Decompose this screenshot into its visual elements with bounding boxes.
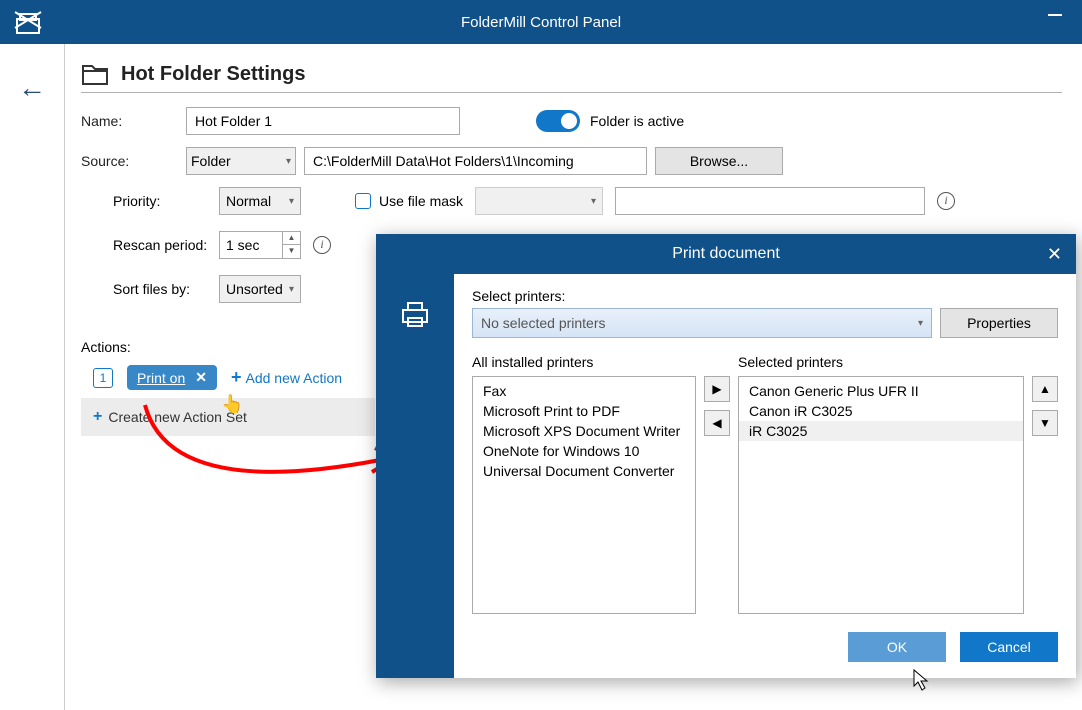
page-header: Hot Folder Settings bbox=[81, 62, 1062, 93]
source-type-value: Folder bbox=[191, 153, 231, 169]
dialog-title: Print document bbox=[672, 245, 780, 263]
source-type-select[interactable]: Folder ▾ bbox=[186, 147, 296, 175]
browse-button[interactable]: Browse... bbox=[655, 147, 783, 175]
plus-icon: + bbox=[231, 367, 242, 388]
source-path-input[interactable] bbox=[304, 147, 647, 175]
create-action-set-button[interactable]: + Create new Action Set bbox=[81, 398, 375, 436]
list-item[interactable]: Universal Document Converter bbox=[473, 461, 695, 481]
back-arrow-icon[interactable]: ← bbox=[0, 72, 64, 104]
rescan-row: Rescan period: 1 sec ▲▼ i bbox=[113, 231, 331, 259]
list-item[interactable]: Microsoft Print to PDF bbox=[473, 401, 695, 421]
close-icon[interactable]: ✕ bbox=[1047, 244, 1062, 265]
plus-icon: + bbox=[93, 408, 102, 426]
filemask-label: Use file mask bbox=[379, 193, 463, 209]
chevron-down-icon: ▾ bbox=[918, 318, 923, 329]
action-pill[interactable]: Print on ✕ bbox=[127, 365, 217, 390]
info-icon[interactable]: i bbox=[937, 192, 955, 210]
chevron-down-icon: ▾ bbox=[289, 284, 294, 295]
active-toggle[interactable] bbox=[536, 110, 580, 132]
minimize-button[interactable] bbox=[1048, 14, 1062, 16]
printer-icon bbox=[399, 300, 431, 328]
combo-placeholder: No selected printers bbox=[481, 315, 606, 331]
rescan-spinner[interactable]: 1 sec ▲▼ bbox=[219, 231, 301, 259]
sort-row: Sort files by: Unsorted ▾ bbox=[113, 275, 331, 303]
ok-button[interactable]: OK bbox=[848, 632, 946, 662]
rescan-label: Rescan period: bbox=[113, 237, 219, 253]
titlebar: FolderMill Control Panel bbox=[0, 0, 1082, 44]
folder-icon bbox=[81, 62, 109, 86]
priority-value: Normal bbox=[226, 193, 271, 209]
all-printers-list[interactable]: FaxMicrosoft Print to PDFMicrosoft XPS D… bbox=[472, 376, 696, 614]
name-label: Name: bbox=[81, 113, 186, 129]
priority-row: Priority: Normal ▾ bbox=[113, 187, 331, 215]
print-document-dialog: Print document ✕ Select printers: No sel… bbox=[376, 234, 1076, 678]
back-sidebar: ← bbox=[0, 44, 65, 710]
move-left-button[interactable]: ◀ bbox=[704, 410, 730, 436]
close-icon[interactable]: ✕ bbox=[195, 369, 207, 386]
move-down-button[interactable]: ▼ bbox=[1032, 410, 1058, 436]
selected-printers-header: Selected printers bbox=[738, 354, 1024, 370]
priority-select[interactable]: Normal ▾ bbox=[219, 187, 301, 215]
chevron-down-icon: ▾ bbox=[286, 156, 291, 167]
chevron-down-icon: ▾ bbox=[591, 196, 596, 207]
list-item[interactable]: Fax bbox=[473, 381, 695, 401]
action-number-badge: 1 bbox=[93, 368, 113, 388]
selected-printers-list[interactable]: Canon Generic Plus UFR IICanon iR C3025i… bbox=[738, 376, 1024, 614]
properties-button[interactable]: Properties bbox=[940, 308, 1058, 338]
filemask-row: Use file mask ▾ i bbox=[355, 187, 1062, 215]
filemask-input[interactable] bbox=[615, 187, 925, 215]
priority-label: Priority: bbox=[113, 193, 219, 209]
list-item[interactable]: OneNote for Windows 10 bbox=[473, 441, 695, 461]
page-title: Hot Folder Settings bbox=[121, 63, 305, 86]
list-item[interactable]: Canon iR C3025 bbox=[739, 401, 1023, 421]
list-item[interactable]: iR C3025 bbox=[739, 421, 1023, 441]
list-item[interactable]: Canon Generic Plus UFR II bbox=[739, 381, 1023, 401]
dialog-sidebar bbox=[376, 274, 454, 678]
all-printers-header: All installed printers bbox=[472, 354, 696, 370]
chevron-down-icon: ▾ bbox=[289, 196, 294, 207]
name-input[interactable] bbox=[186, 107, 460, 135]
dialog-titlebar: Print document ✕ bbox=[376, 234, 1076, 274]
add-action-label: Add new Action bbox=[246, 370, 343, 386]
window-title: FolderMill Control Panel bbox=[461, 14, 621, 31]
cancel-button[interactable]: Cancel bbox=[960, 632, 1058, 662]
move-up-button[interactable]: ▲ bbox=[1032, 376, 1058, 402]
info-icon[interactable]: i bbox=[313, 236, 331, 254]
sort-value: Unsorted bbox=[226, 281, 283, 297]
source-label: Source: bbox=[81, 153, 186, 169]
name-row: Name: Folder is active bbox=[81, 107, 1062, 135]
spin-down-icon[interactable]: ▼ bbox=[283, 245, 300, 258]
source-row: Source: Folder ▾ Browse... bbox=[81, 147, 1062, 175]
sort-select[interactable]: Unsorted ▾ bbox=[219, 275, 301, 303]
move-right-button[interactable]: ▶ bbox=[704, 376, 730, 402]
sort-label: Sort files by: bbox=[113, 281, 219, 297]
action-pill-label: Print on bbox=[137, 370, 185, 386]
list-item[interactable]: Microsoft XPS Document Writer bbox=[473, 421, 695, 441]
rescan-value: 1 sec bbox=[226, 237, 259, 253]
select-printers-label: Select printers: bbox=[472, 288, 1058, 304]
add-action-button[interactable]: + Add new Action bbox=[231, 367, 342, 388]
active-label: Folder is active bbox=[590, 113, 684, 129]
filemask-type-select[interactable]: ▾ bbox=[475, 187, 603, 215]
create-set-label: Create new Action Set bbox=[108, 409, 247, 425]
printers-combo[interactable]: No selected printers ▾ bbox=[472, 308, 932, 338]
app-logo-icon bbox=[12, 8, 44, 36]
filemask-checkbox[interactable] bbox=[355, 193, 371, 209]
spin-up-icon[interactable]: ▲ bbox=[283, 232, 300, 245]
